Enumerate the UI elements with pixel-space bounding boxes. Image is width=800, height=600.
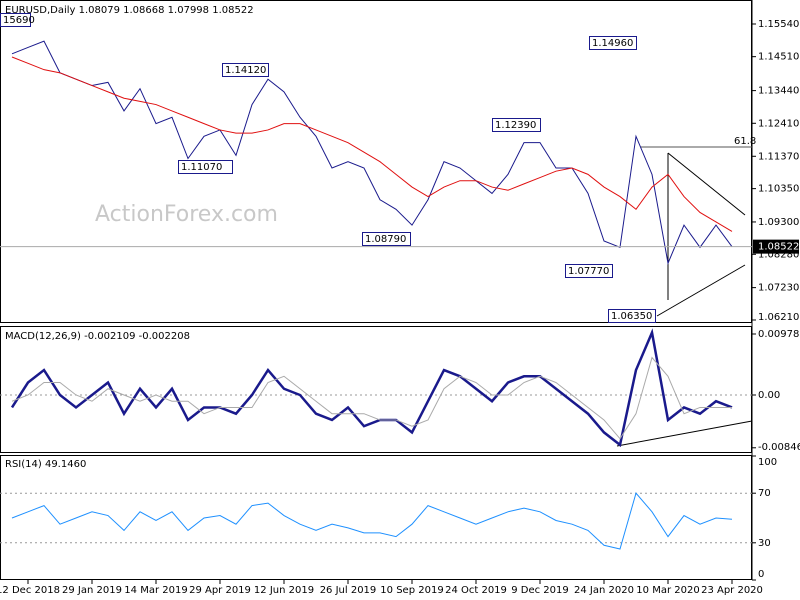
last-price-label: 1.08522 bbox=[758, 242, 799, 253]
series-line bbox=[11, 40, 733, 265]
annotation-box bbox=[492, 118, 541, 132]
annotation: 1.06350 bbox=[611, 311, 652, 322]
annotation: 1.07770 bbox=[568, 266, 609, 277]
annotation: 1.08790 bbox=[365, 234, 406, 245]
annotation-box bbox=[608, 309, 656, 323]
annotation-box bbox=[565, 264, 613, 278]
annotation: 61.8 bbox=[734, 136, 756, 147]
trendline bbox=[656, 264, 746, 317]
x-tick-label: 14 Mar 2019 bbox=[124, 585, 187, 596]
macd-panel bbox=[0, 326, 752, 453]
annotation: 1.12390 bbox=[495, 120, 536, 131]
x-tick-label: 29 Jan 2019 bbox=[62, 585, 122, 596]
watermark: ActionForex.com bbox=[95, 202, 278, 227]
last-price-box bbox=[753, 239, 799, 254]
y-tick-label: 1.13440 bbox=[758, 86, 799, 97]
annotation-box bbox=[362, 232, 411, 246]
y-tick-label: 100 bbox=[758, 457, 777, 468]
x-tick-label: 23 Apr 2020 bbox=[701, 585, 763, 596]
x-tick-label: 24 Oct 2019 bbox=[445, 585, 507, 596]
rsi-title: RSI(14) 49.1460 bbox=[5, 459, 86, 470]
series-line bbox=[11, 56, 733, 232]
y-tick-label: 1.09300 bbox=[758, 217, 799, 228]
y-tick-label: 1.14510 bbox=[758, 52, 799, 63]
price-panel bbox=[0, 0, 752, 323]
annotation-box bbox=[222, 63, 269, 77]
y-tick-label: 1.15540 bbox=[758, 19, 799, 30]
trendline bbox=[667, 152, 746, 216]
y-tick-label: 1.08280 bbox=[758, 249, 799, 260]
y-tick-label: 1.06210 bbox=[758, 312, 799, 323]
y-tick-label: 0.00 bbox=[758, 390, 780, 401]
series-line bbox=[11, 492, 733, 550]
x-tick-label: 12 Dec 2018 bbox=[0, 585, 60, 596]
annotation-box bbox=[0, 13, 31, 27]
y-tick-label: 0 bbox=[758, 569, 764, 580]
chart-title: EURUSD,Daily 1.08079 1.08668 1.07998 1.0… bbox=[5, 5, 254, 16]
macd-title: MACD(12,26,9) -0.002109 -0.002208 bbox=[5, 331, 190, 342]
annotation: 15690 bbox=[3, 15, 35, 26]
annotation: 1.14960 bbox=[592, 38, 633, 49]
annotation-box bbox=[589, 36, 637, 50]
y-tick-label: 1.11370 bbox=[758, 151, 799, 162]
x-tick-label: 26 Jul 2019 bbox=[320, 585, 377, 596]
rsi-panel bbox=[0, 455, 752, 580]
series-line bbox=[11, 356, 732, 440]
macd-trendline bbox=[616, 420, 753, 447]
x-tick-label: 10 Mar 2020 bbox=[636, 585, 699, 596]
x-tick-label: 10 Sep 2019 bbox=[380, 585, 443, 596]
y-tick-label: 70 bbox=[758, 488, 771, 499]
y-tick-label: 30 bbox=[758, 538, 771, 549]
annotation: 1.11070 bbox=[181, 162, 222, 173]
x-tick-label: 29 Apr 2019 bbox=[189, 585, 251, 596]
y-tick-label: 1.10350 bbox=[758, 184, 799, 195]
y-tick-label: 1.12410 bbox=[758, 118, 799, 129]
x-tick-label: 9 Dec 2019 bbox=[511, 585, 569, 596]
series-line bbox=[10, 328, 733, 448]
annotation: 1.14120 bbox=[225, 65, 266, 76]
y-tick-label: -0.008464 bbox=[758, 442, 800, 453]
x-tick-label: 24 Jan 2020 bbox=[574, 585, 634, 596]
y-tick-label: 1.07230 bbox=[758, 283, 799, 294]
y-tick-label: 0.00978 bbox=[758, 329, 799, 340]
annotation-box bbox=[178, 160, 233, 174]
x-tick-label: 12 Jun 2019 bbox=[254, 585, 314, 596]
